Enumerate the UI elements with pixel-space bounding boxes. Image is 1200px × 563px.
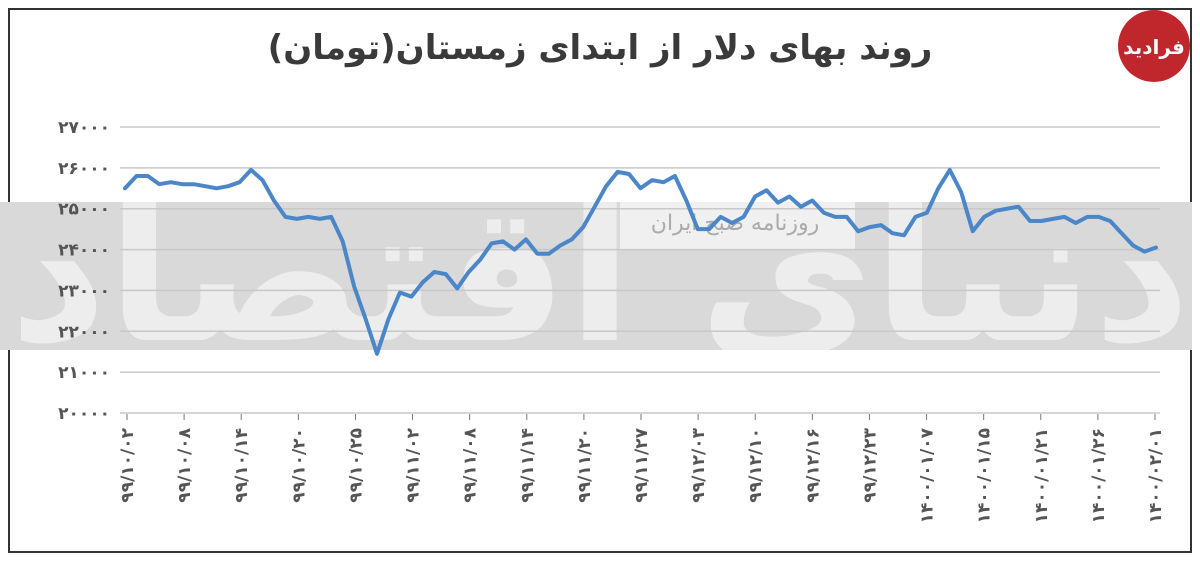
y-tick-label: ۲۰۰۰۰ [58,404,110,424]
logo-badge: فرادید [1118,10,1190,82]
x-tick-label: ۹۹/۱۲/۱۰ [746,428,766,503]
chart-title: روند بهای دلار از ابتدای زمستان(تومان) [267,28,933,68]
y-tick-label: ۲۷۰۰۰ [58,118,110,138]
logo-circle [1118,10,1190,82]
y-tick-label: ۲۵۰۰۰ [58,200,110,220]
y-tick-label: ۲۲۰۰۰ [58,322,110,342]
grid-lines [120,126,1160,414]
x-tick-label: ۹۹/۱۲/۲۳ [860,427,880,502]
y-tick-label: ۲۳۰۰۰ [58,281,110,301]
x-tick-label: ۹۹/۱۰/۲۰ [289,428,309,503]
watermark-band [0,202,1192,350]
x-tick-label: ۹۹/۱۱/۱۴ [518,428,538,503]
x-tick-label: ۹۹/۱۱/۰۲ [404,427,424,502]
x-tick-label: ۱۴۰۰/۰۱/۲۶ [1089,428,1109,523]
x-tick-label: ۱۴۰۰/۰۱/۲۱ [1032,428,1052,523]
series-layer [123,167,1158,356]
x-tick-label: ۹۹/۱۰/۰۲ [118,427,138,502]
x-tick-label: ۹۹/۱۱/۲۷ [632,427,652,502]
x-tick-label: ۹۹/۱۱/۰۸ [461,427,481,502]
logo-text: فرادید [1123,35,1185,59]
y-tick-label: ۲۶۰۰۰ [58,159,110,179]
y-tick-label: ۲۱۰۰۰ [58,363,110,383]
x-tick-label: ۹۹/۱۱/۲۰ [575,428,595,503]
x-tick-label: ۱۴۰۰/۰۲/۰۱ [1146,428,1166,523]
x-axis: ۹۹/۱۰/۰۲ ۹۹/۱۰/۰۸ ۹۹/۱۰/۱۴ ۹۹/۱۰/۲۰ ۹۹/۱۰/۲۵… [118,414,1166,523]
y-axis: ۲۰۰۰۰ ۲۱۰۰۰ ۲۲۰۰۰ ۲۳۰۰۰ ۲۴۰۰۰ ۲۵۰۰۰ ۲۶۰۰۰ ۲۷۰۰۰ [58,118,110,424]
y-tick-label: ۲۴۰۰۰ [58,241,110,261]
x-tick-label: ۱۴۰۰/۰۱/۱۵ [975,428,995,523]
x-tick-label: ۹۹/۱۰/۱۴ [232,428,252,503]
x-tick-label: ۹۹/۱۲/۰۳ [689,427,709,502]
x-tick-label: ۹۹/۱۰/۰۸ [175,427,195,502]
x-tick-label: ۹۹/۱۰/۲۵ [346,428,366,503]
x-tick-label: ۱۴۰۰/۰۱/۰۷ [918,427,938,523]
x-tick-label: ۹۹/۱۲/۱۶ [803,428,823,503]
